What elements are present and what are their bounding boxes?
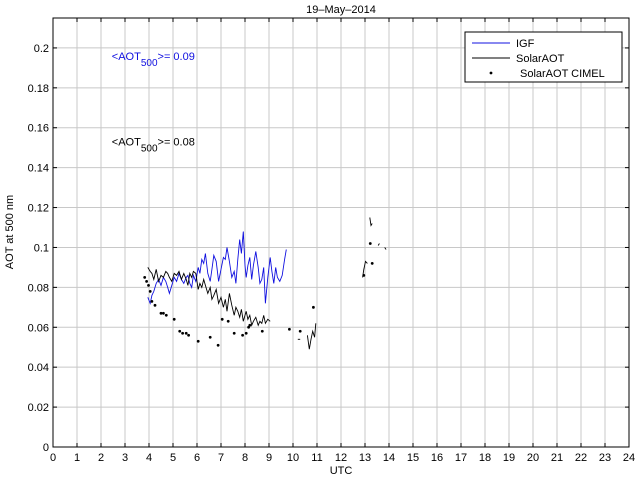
data-point-solaraot-cimel	[368, 242, 372, 245]
x-tick-label: 4	[146, 452, 152, 464]
series-line-solaraot	[306, 323, 317, 350]
y-tick-label: 0.06	[28, 322, 49, 334]
y-tick-label: 0.18	[28, 83, 49, 95]
chart-title: 19–May–2014	[306, 4, 376, 16]
x-tick-label: 7	[218, 452, 224, 464]
x-tick-labels: 0 1 2 3 4 5 6 7 8 9 10 11 12 13 14 15 16 17 18 19 20 21 22 23 24	[50, 452, 635, 464]
series-layer	[143, 217, 387, 350]
data-point-solaraot-cimel	[148, 289, 152, 293]
x-tick-label: 22	[575, 452, 587, 464]
data-point-solaraot-cimel	[164, 313, 168, 317]
x-tick-label: 1	[74, 452, 80, 464]
series-line-solaraot	[384, 247, 387, 250]
y-tick-label: 0.16	[28, 123, 49, 135]
series-line-solaraot	[369, 217, 373, 227]
legend-label-cimel: SolarAOT CIMEL	[520, 68, 605, 80]
x-tick-label: 10	[287, 452, 299, 464]
data-point-solaraot-cimel	[241, 333, 245, 337]
data-point-solaraot-cimel	[145, 279, 149, 283]
x-tick-label: 13	[359, 452, 371, 464]
x-tick-label: 0	[50, 452, 56, 464]
x-tick-label: 5	[170, 452, 176, 464]
axis-ticks	[52, 18, 630, 448]
x-tick-label: 12	[335, 452, 347, 464]
x-tick-label: 2	[98, 452, 104, 464]
x-tick-label: 19	[503, 452, 515, 464]
data-point-solaraot-cimel	[162, 311, 165, 315]
data-point-solaraot-cimel	[216, 343, 220, 347]
series-line-solaraot	[377, 243, 380, 246]
data-point-solaraot-cimel	[172, 317, 176, 321]
data-point-solaraot-cimel	[143, 275, 147, 279]
series-line-igf	[147, 231, 287, 305]
y-tick-label: 0.12	[28, 203, 49, 215]
y-tick-label: 0.04	[28, 362, 49, 374]
grid	[53, 18, 629, 447]
y-tick-label: 0.02	[28, 402, 49, 414]
data-point-solaraot-cimel	[298, 329, 302, 333]
x-tick-label: 16	[431, 452, 443, 464]
data-point-solaraot-cimel	[196, 339, 200, 343]
data-point-solaraot-cimel	[147, 283, 150, 287]
data-point-solaraot-cimel	[181, 331, 185, 335]
x-tick-label: 9	[266, 452, 272, 464]
y-tick-label: 0	[43, 442, 49, 454]
data-point-solaraot-cimel	[244, 331, 248, 335]
data-point-solaraot-cimel	[248, 323, 252, 327]
x-tick-label: 15	[407, 452, 419, 464]
y-tick-label: 0.2	[34, 43, 49, 55]
y-axis-label: AOT at 500 nm	[4, 195, 16, 269]
data-point-solaraot-cimel	[187, 333, 191, 337]
data-point-solaraot-cimel	[178, 329, 182, 333]
data-point-solaraot-cimel	[184, 331, 188, 335]
y-tick-label: 0.1	[34, 242, 49, 254]
x-tick-label: 11	[311, 452, 322, 464]
x-tick-label: 3	[122, 452, 128, 464]
x-tick-label: 8	[242, 452, 248, 464]
x-tick-label: 14	[383, 452, 395, 464]
x-axis-label: UTC	[330, 465, 353, 477]
annotation-igf-mean: <AOT500>= 0.09	[112, 51, 195, 69]
legend: IGF SolarAOT SolarAOT CIMEL	[464, 31, 623, 83]
y-tick-labels: 0 0.02 0.04 0.06 0.08 0.1 0.12 0.14 0.16 0.18 0.2	[28, 43, 49, 454]
data-point-solaraot-cimel	[159, 311, 163, 315]
data-point-solaraot-cimel	[288, 327, 291, 331]
x-tick-label: 18	[479, 452, 491, 464]
legend-swatch-cimel	[489, 71, 493, 75]
annotations: <AOT500>= 0.09 <AOT500>= 0.08	[112, 51, 195, 155]
data-point-solaraot-cimel	[370, 262, 374, 265]
annotation-solar-mean: <AOT500>= 0.08	[112, 137, 195, 155]
x-tick-label: 20	[527, 452, 539, 464]
legend-label-solaraot: SolarAOT	[516, 53, 565, 65]
series-line-solaraot	[147, 267, 271, 327]
data-point-solaraot-cimel	[362, 274, 366, 277]
legend-label-igf: IGF	[516, 38, 535, 50]
data-point-solaraot-cimel	[208, 335, 212, 339]
data-point-solaraot-cimel	[312, 305, 315, 309]
x-tick-label: 24	[623, 452, 635, 464]
data-point-solaraot-cimel	[220, 317, 224, 321]
y-tick-label: 0.08	[28, 282, 49, 294]
data-point-solaraot-cimel	[232, 331, 236, 335]
x-tick-label: 21	[551, 452, 563, 464]
data-point-solaraot-cimel	[153, 303, 157, 307]
series-line-solaraot	[362, 260, 368, 278]
x-tick-label: 23	[599, 452, 611, 464]
data-point-solaraot-cimel	[260, 329, 264, 333]
x-tick-label: 17	[455, 452, 467, 464]
data-point-solaraot-cimel	[226, 319, 230, 323]
data-point-solaraot-cimel	[150, 299, 154, 303]
x-tick-label: 6	[194, 452, 200, 464]
y-tick-label: 0.14	[28, 163, 49, 175]
